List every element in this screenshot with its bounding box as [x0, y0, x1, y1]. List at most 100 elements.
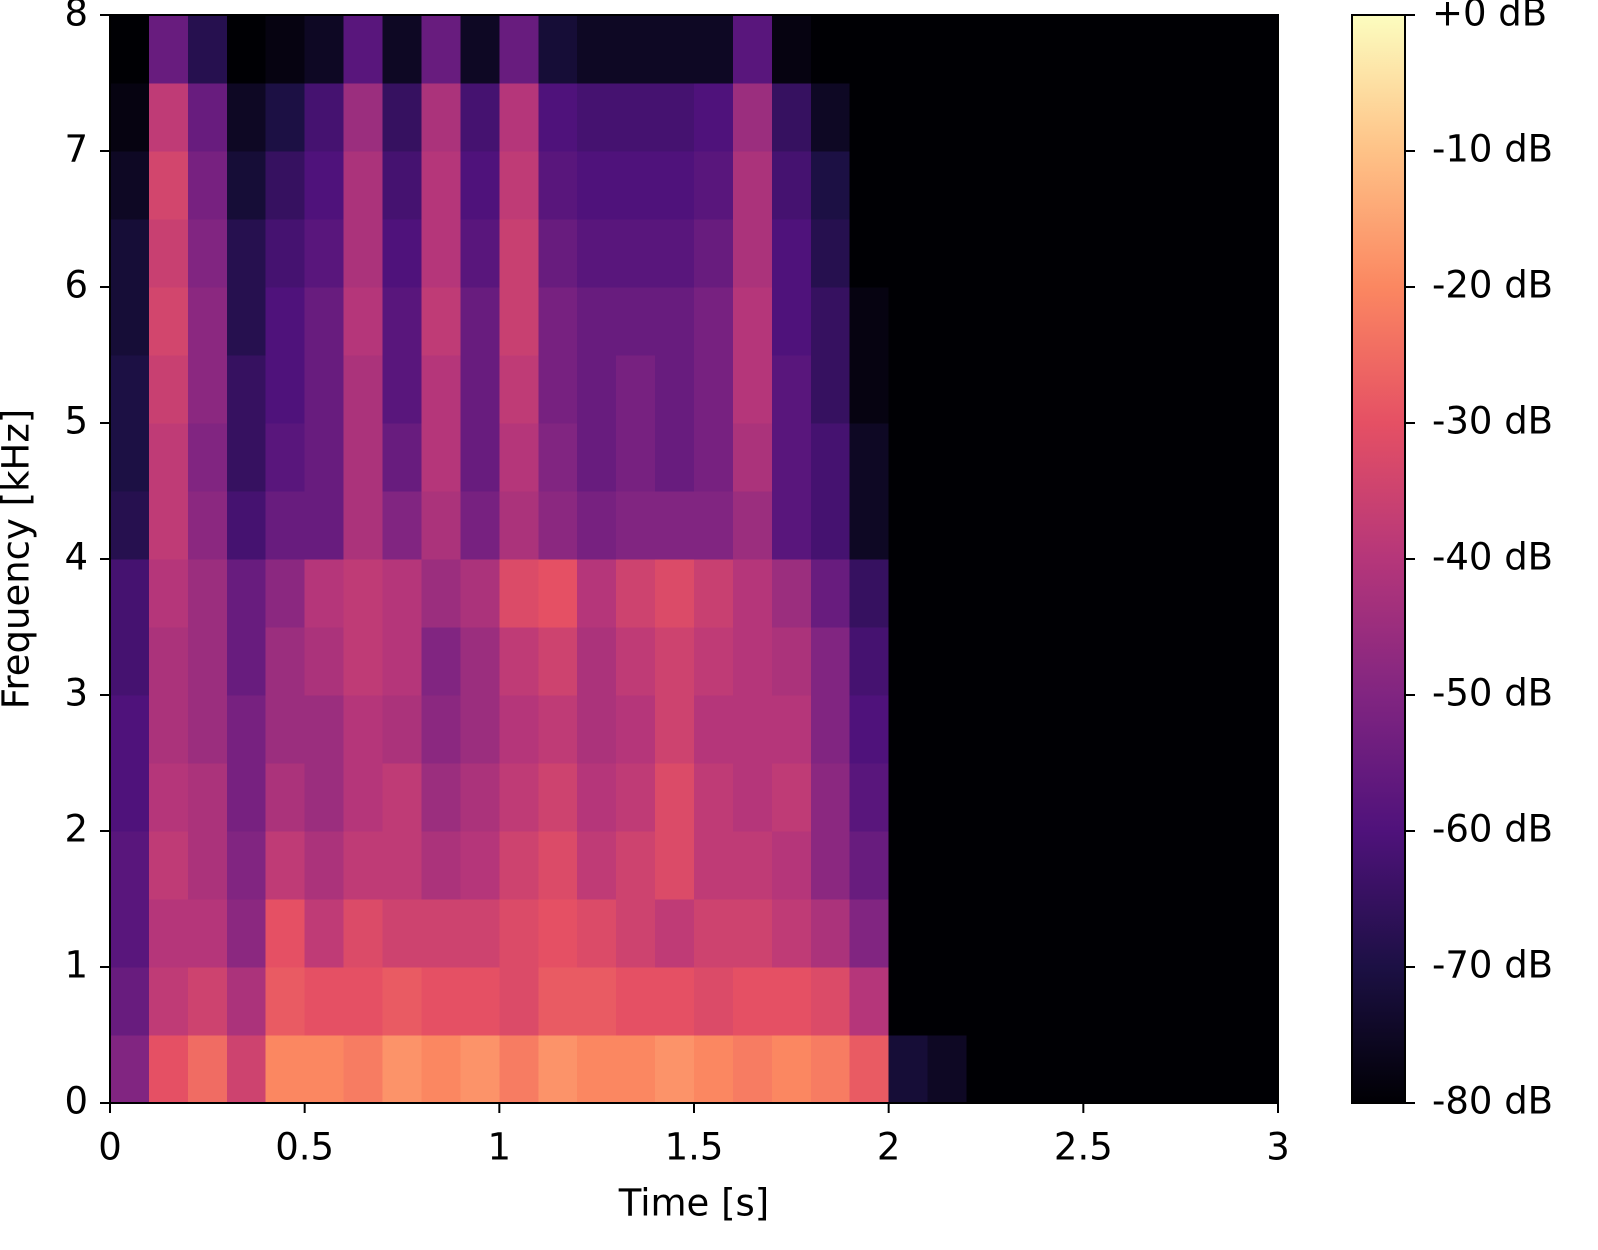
spectrogram-cell: [694, 899, 734, 968]
spectrogram-cell: [771, 355, 812, 424]
spectrogram-cell: [888, 219, 929, 288]
spectrogram-cell: [1200, 83, 1240, 152]
spectrogram-cell: [1044, 763, 1084, 832]
spectrogram-cell: [1005, 491, 1045, 560]
spectrogram-cell: [771, 287, 812, 356]
spectrogram-cell: [1239, 219, 1279, 288]
spectrogram-cell: [265, 627, 306, 696]
spectrogram-cell: [655, 287, 695, 356]
spectrogram-cell: [226, 423, 267, 492]
spectrogram-cell: [655, 899, 695, 968]
spectrogram-cell: [110, 831, 150, 900]
spectrogram-cell: [694, 83, 734, 152]
spectrogram-cell: [1200, 423, 1240, 492]
spectrogram-cell: [1005, 627, 1045, 696]
spectrogram-cell: [1161, 763, 1201, 832]
spectrogram-cell: [265, 219, 306, 288]
spectrogram-cell: [577, 899, 617, 968]
spectrogram-cell: [1005, 899, 1045, 968]
spectrogram-cell: [460, 83, 500, 152]
spectrogram-cell: [1200, 355, 1240, 424]
spectrogram-cell: [577, 15, 617, 84]
spectrogram-cell: [343, 763, 384, 832]
spectrogram-cell: [927, 491, 968, 560]
spectrogram-cell: [304, 763, 345, 832]
spectrogram-cell: [927, 559, 968, 628]
spectrogram-cell: [538, 559, 578, 628]
spectrogram-cell: [810, 627, 851, 696]
colorbar-tick-label: -20 dB: [1432, 264, 1553, 307]
spectrogram-cell: [110, 423, 150, 492]
spectrogram-cell: [927, 423, 968, 492]
spectrogram-cell: [460, 831, 500, 900]
spectrogram-cell: [110, 559, 150, 628]
x-tick-label: 1: [488, 1126, 512, 1169]
spectrogram-cell: [110, 151, 150, 220]
spectrogram-cell: [771, 695, 812, 764]
spectrogram-cell: [616, 899, 656, 968]
spectrogram-cell: [187, 899, 228, 968]
spectrogram-cell: [1122, 763, 1162, 832]
spectrogram-cell: [1161, 219, 1201, 288]
spectrogram-cell: [966, 83, 1007, 152]
spectrogram-cell: [577, 423, 617, 492]
y-tick-label: 6: [64, 264, 88, 307]
spectrogram-cell: [1083, 15, 1123, 84]
spectrogram-cell: [460, 627, 500, 696]
spectrogram-cell: [1239, 695, 1279, 764]
spectrogram-cell: [577, 831, 617, 900]
spectrogram-cell: [849, 491, 890, 560]
spectrogram-cell: [187, 151, 228, 220]
spectrogram-cell: [1239, 83, 1279, 152]
spectrogram-cell: [694, 627, 734, 696]
spectrogram-cell: [927, 695, 968, 764]
spectrogram-cell: [694, 967, 734, 1036]
spectrogram-cell: [110, 219, 150, 288]
spectrogram-cell: [694, 15, 734, 84]
spectrogram-cell: [1161, 423, 1201, 492]
spectrogram-cell: [888, 83, 929, 152]
spectrogram-cell: [148, 355, 189, 424]
spectrogram-cell: [343, 899, 384, 968]
spectrogram-cell: [1005, 151, 1045, 220]
spectrogram-cell: [1122, 627, 1162, 696]
spectrogram-cell: [187, 355, 228, 424]
spectrogram-cell: [304, 899, 345, 968]
spectrogram-cell: [226, 1035, 267, 1104]
spectrogram-cell: [1239, 151, 1279, 220]
spectrogram-cell: [265, 287, 306, 356]
spectrogram-cell: [148, 627, 189, 696]
spectrogram-cell: [110, 967, 150, 1036]
spectrogram-cell: [655, 423, 695, 492]
spectrogram-cell: [421, 695, 461, 764]
spectrogram-cell: [1161, 287, 1201, 356]
colorbar-tick-label: -40 dB: [1432, 536, 1553, 579]
spectrogram-cell: [849, 83, 890, 152]
spectrogram-cell: [265, 1035, 306, 1104]
spectrogram-cell: [187, 559, 228, 628]
spectrogram-cell: [577, 559, 617, 628]
spectrogram-cell: [1083, 831, 1123, 900]
spectrogram-cell: [187, 763, 228, 832]
spectrogram-cell: [888, 559, 929, 628]
spectrogram-cell: [1239, 491, 1279, 560]
spectrogram-cell: [616, 559, 656, 628]
spectrogram-cell: [771, 491, 812, 560]
spectrogram-cell: [304, 219, 345, 288]
spectrogram-cell: [1122, 695, 1162, 764]
spectrogram-cell: [382, 83, 423, 152]
y-tick-label: 7: [64, 128, 88, 171]
spectrogram-cell: [927, 355, 968, 424]
spectrogram-cell: [1161, 831, 1201, 900]
spectrogram-cell: [655, 763, 695, 832]
spectrogram-cell: [1083, 695, 1123, 764]
y-tick-label: 0: [64, 1080, 88, 1123]
spectrogram-cell: [421, 627, 461, 696]
spectrogram-cell: [226, 219, 267, 288]
spectrogram-cell: [694, 695, 734, 764]
spectrogram-cell: [1083, 899, 1123, 968]
spectrogram-cell: [460, 151, 500, 220]
spectrogram-cell: [732, 287, 773, 356]
spectrogram-cell: [460, 695, 500, 764]
